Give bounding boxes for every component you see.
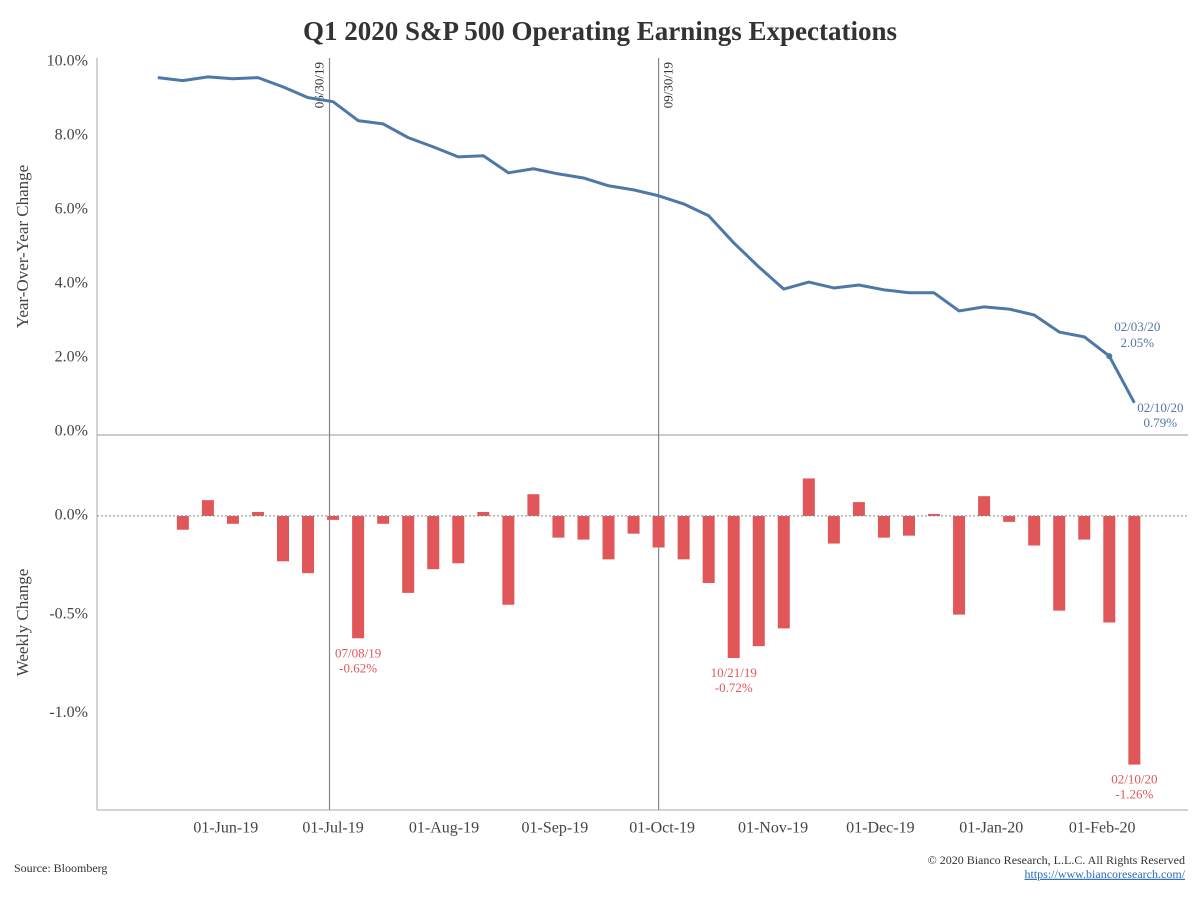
bar <box>652 515 665 548</box>
reference-label: 06/30/19 <box>311 62 326 108</box>
bar <box>552 515 565 538</box>
bar <box>277 515 290 562</box>
bar <box>502 515 515 605</box>
bar <box>877 515 890 538</box>
annotation-date: 10/21/19 <box>711 665 757 680</box>
bar <box>1028 515 1041 546</box>
bar <box>527 494 540 516</box>
bar <box>752 515 765 647</box>
bar <box>201 500 214 516</box>
bar <box>427 515 440 570</box>
bar <box>477 511 490 516</box>
bar <box>452 515 465 564</box>
bar <box>802 478 815 516</box>
bar <box>777 515 790 629</box>
annotation-value: -1.26% <box>1115 787 1153 802</box>
bar <box>953 515 966 615</box>
y-axis-title: Year-Over-Year Change <box>13 165 32 328</box>
bar <box>902 515 915 536</box>
y-tick-label: 8.0% <box>55 126 88 143</box>
y-tick-label: 0.0% <box>55 507 88 524</box>
annotation-point <box>1106 353 1113 360</box>
source: Source: Bloomberg <box>14 861 107 875</box>
bar <box>1128 515 1141 765</box>
y-tick-label: 6.0% <box>55 201 88 218</box>
bar <box>627 515 640 534</box>
bar <box>1053 515 1066 611</box>
bar <box>677 515 690 560</box>
x-tick-label: 01-Jan-20 <box>959 820 1023 837</box>
bar <box>1003 515 1016 522</box>
x-tick-label: 01-Nov-19 <box>738 820 808 837</box>
annotation-value: -0.62% <box>339 660 377 675</box>
x-tick-label: 01-Oct-19 <box>629 820 695 837</box>
x-tick-label: 01-Jun-19 <box>193 820 258 837</box>
bar <box>327 515 340 520</box>
annotation-value: 2.05% <box>1121 335 1155 350</box>
bar <box>602 515 615 560</box>
bar <box>702 515 715 584</box>
annotation-value: 0.79% <box>1144 415 1178 430</box>
bar <box>251 511 264 516</box>
y-tick-label: 4.0% <box>55 275 88 292</box>
y-axis-title: Weekly Change <box>13 569 32 677</box>
annotation-date: 02/03/20 <box>1114 319 1160 334</box>
bar <box>176 515 189 530</box>
annotation-date: 02/10/20 <box>1111 772 1157 787</box>
bar <box>226 515 239 524</box>
bar <box>852 502 865 516</box>
annotation-date: 07/08/19 <box>335 645 381 660</box>
annotation-value: -0.72% <box>715 680 753 695</box>
y-tick-label: -0.5% <box>49 605 88 622</box>
x-tick-label: 01-Dec-19 <box>846 820 914 837</box>
x-tick-label: 01-Feb-20 <box>1069 820 1136 837</box>
url-link[interactable]: https://www.biancoresearch.com/ <box>1024 867 1185 881</box>
y-tick-label: -1.0% <box>49 704 88 721</box>
bar <box>402 515 415 593</box>
bar <box>377 515 390 524</box>
bar <box>827 515 840 544</box>
line-series <box>157 75 1136 404</box>
chart-title: Q1 2020 S&P 500 Operating Earnings Expec… <box>303 16 897 46</box>
x-tick-label: 01-Aug-19 <box>409 820 479 837</box>
x-tick-label: 01-Jul-19 <box>302 820 363 837</box>
bar <box>577 515 590 540</box>
bar <box>352 515 365 639</box>
annotation-date: 02/10/20 <box>1137 400 1183 415</box>
y-tick-label: 0.0% <box>55 423 88 440</box>
bar <box>1103 515 1116 623</box>
x-tick-label: 01-Sep-19 <box>522 820 589 837</box>
bar <box>978 496 991 516</box>
copyright: © 2020 Bianco Research, L.L.C. All Right… <box>928 853 1185 867</box>
y-tick-label: 10.0% <box>47 52 88 69</box>
reference-label: 09/30/19 <box>661 62 676 108</box>
y-tick-label: 2.0% <box>55 349 88 366</box>
bar <box>928 513 941 516</box>
bar <box>302 515 315 574</box>
bar <box>727 515 740 659</box>
bar <box>1078 515 1091 540</box>
